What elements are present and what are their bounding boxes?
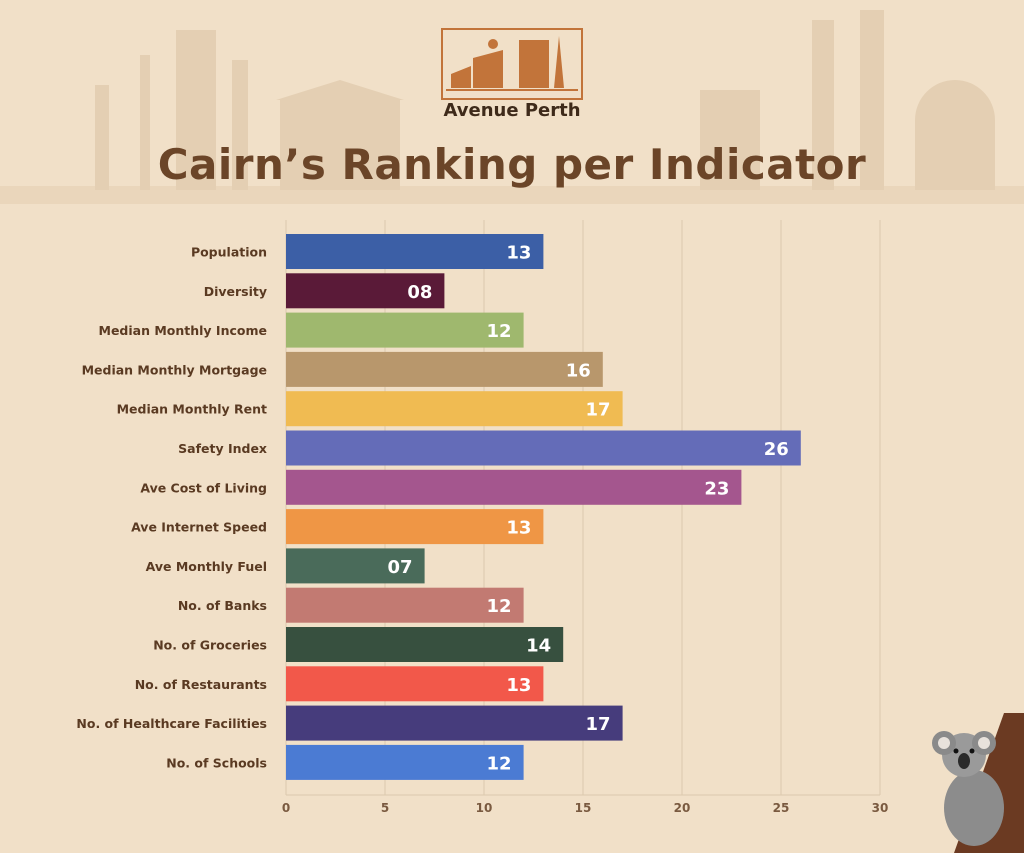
data-label: 08 <box>407 282 432 303</box>
data-label: 13 <box>506 518 531 539</box>
category-label: Safety Index <box>178 441 267 456</box>
bar <box>286 469 742 505</box>
x-tick-label: 30 <box>872 801 889 815</box>
avenue-perth-logo <box>441 28 583 100</box>
bar <box>286 705 623 741</box>
category-label: Median Monthly Rent <box>117 402 267 417</box>
x-tick-label: 0 <box>282 801 290 815</box>
data-label: 17 <box>586 400 611 421</box>
bar <box>286 587 524 623</box>
bar <box>286 234 544 269</box>
bar <box>286 430 801 466</box>
data-label: 14 <box>526 636 551 657</box>
data-label: 12 <box>487 321 512 342</box>
data-label: 13 <box>506 675 531 696</box>
bar <box>286 351 603 387</box>
category-label: Ave Internet Speed <box>131 520 267 535</box>
category-label: No. of Healthcare Facilities <box>76 716 267 731</box>
category-label: Population <box>191 245 267 260</box>
x-tick-label: 5 <box>381 801 389 815</box>
category-label: Ave Cost of Living <box>140 480 267 495</box>
bar <box>286 509 544 545</box>
data-label: 26 <box>764 439 789 460</box>
x-tick-label: 25 <box>773 801 790 815</box>
category-label: No. of Schools <box>166 755 267 770</box>
data-label: 17 <box>586 714 611 735</box>
category-label: No. of Restaurants <box>135 677 267 692</box>
bar <box>286 312 524 348</box>
data-label: 12 <box>487 596 512 617</box>
x-tick-label: 20 <box>674 801 691 815</box>
bar <box>286 627 564 662</box>
category-label: Ave Monthly Fuel <box>146 559 267 574</box>
data-label: 12 <box>487 753 512 774</box>
bar <box>286 666 544 702</box>
bar <box>286 391 623 427</box>
category-label: No. of Banks <box>178 598 267 613</box>
x-tick-label: 10 <box>476 801 493 815</box>
data-label: 13 <box>506 243 531 264</box>
data-label: 16 <box>566 360 591 381</box>
brand-name: Avenue Perth <box>443 100 581 121</box>
x-tick-label: 15 <box>575 801 592 815</box>
category-label: Diversity <box>204 284 267 299</box>
city-skyline-illustration <box>0 10 1024 204</box>
bar <box>286 548 425 584</box>
chart-title: Cairn’s Ranking per Indicator <box>157 140 867 189</box>
data-label: 07 <box>388 557 413 578</box>
bar <box>286 273 445 309</box>
bar <box>286 744 524 780</box>
category-label: No. of Groceries <box>153 638 267 653</box>
koala-illustration <box>932 713 1024 853</box>
category-label: Median Monthly Mortgage <box>82 362 267 377</box>
category-label: Median Monthly Income <box>99 323 267 338</box>
data-label: 23 <box>704 478 729 499</box>
